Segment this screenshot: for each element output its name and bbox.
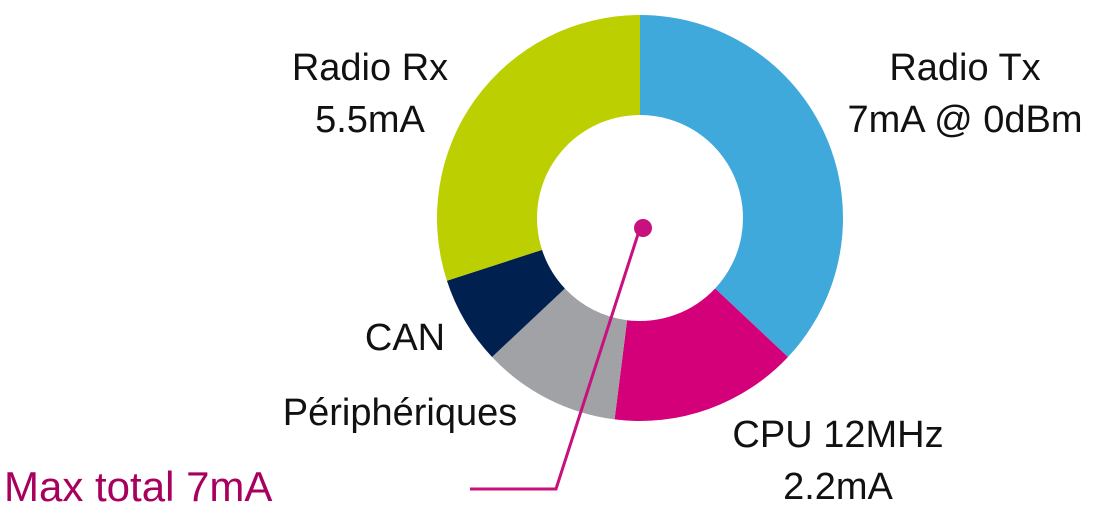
segment-label: 5.5mA bbox=[315, 99, 425, 141]
annotation: Max total 7mA bbox=[4, 463, 272, 510]
segment-label: CAN bbox=[365, 317, 445, 359]
donut-segment bbox=[446, 249, 565, 357]
segment-label: Radio Rx bbox=[292, 47, 448, 89]
segment-label: 7mA @ 0dBm bbox=[848, 99, 1083, 141]
donut-segment bbox=[492, 288, 628, 420]
donut-segment bbox=[436, 15, 640, 281]
annotation-line bbox=[470, 227, 642, 491]
segment-label: CPU 12MHz bbox=[732, 414, 943, 456]
segment-label: Radio Tx bbox=[889, 47, 1040, 89]
donut-segment bbox=[640, 15, 844, 357]
donut-segment bbox=[614, 288, 788, 421]
segment-label: Périphériques bbox=[283, 392, 517, 434]
segment-label: 2.2mA bbox=[783, 466, 893, 508]
annotation-dot bbox=[634, 219, 652, 237]
